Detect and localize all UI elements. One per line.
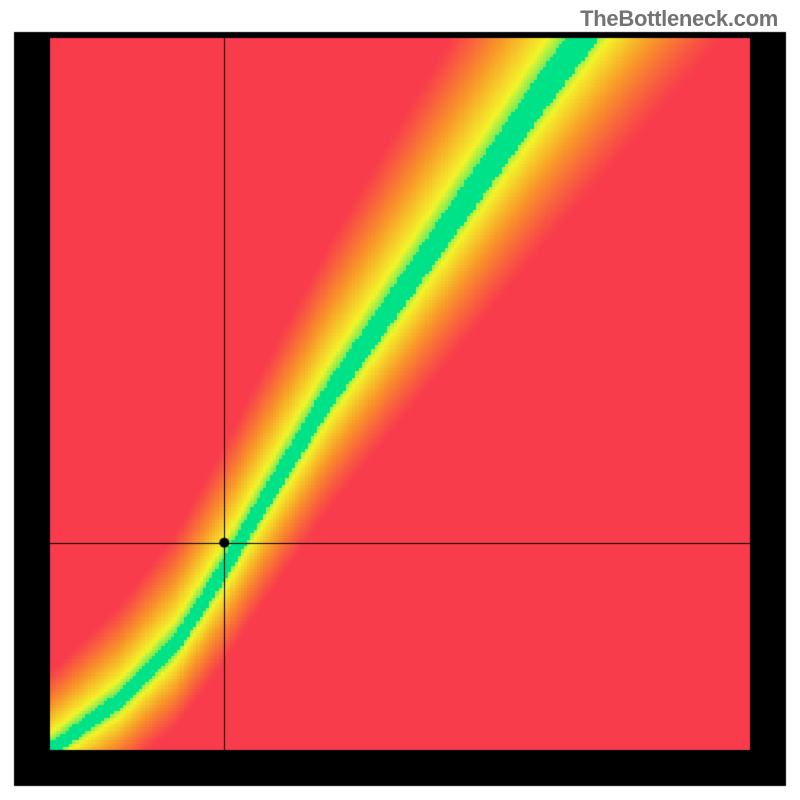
- watermark-label: TheBottleneck.com: [580, 6, 778, 32]
- heatmap-canvas: [0, 0, 800, 800]
